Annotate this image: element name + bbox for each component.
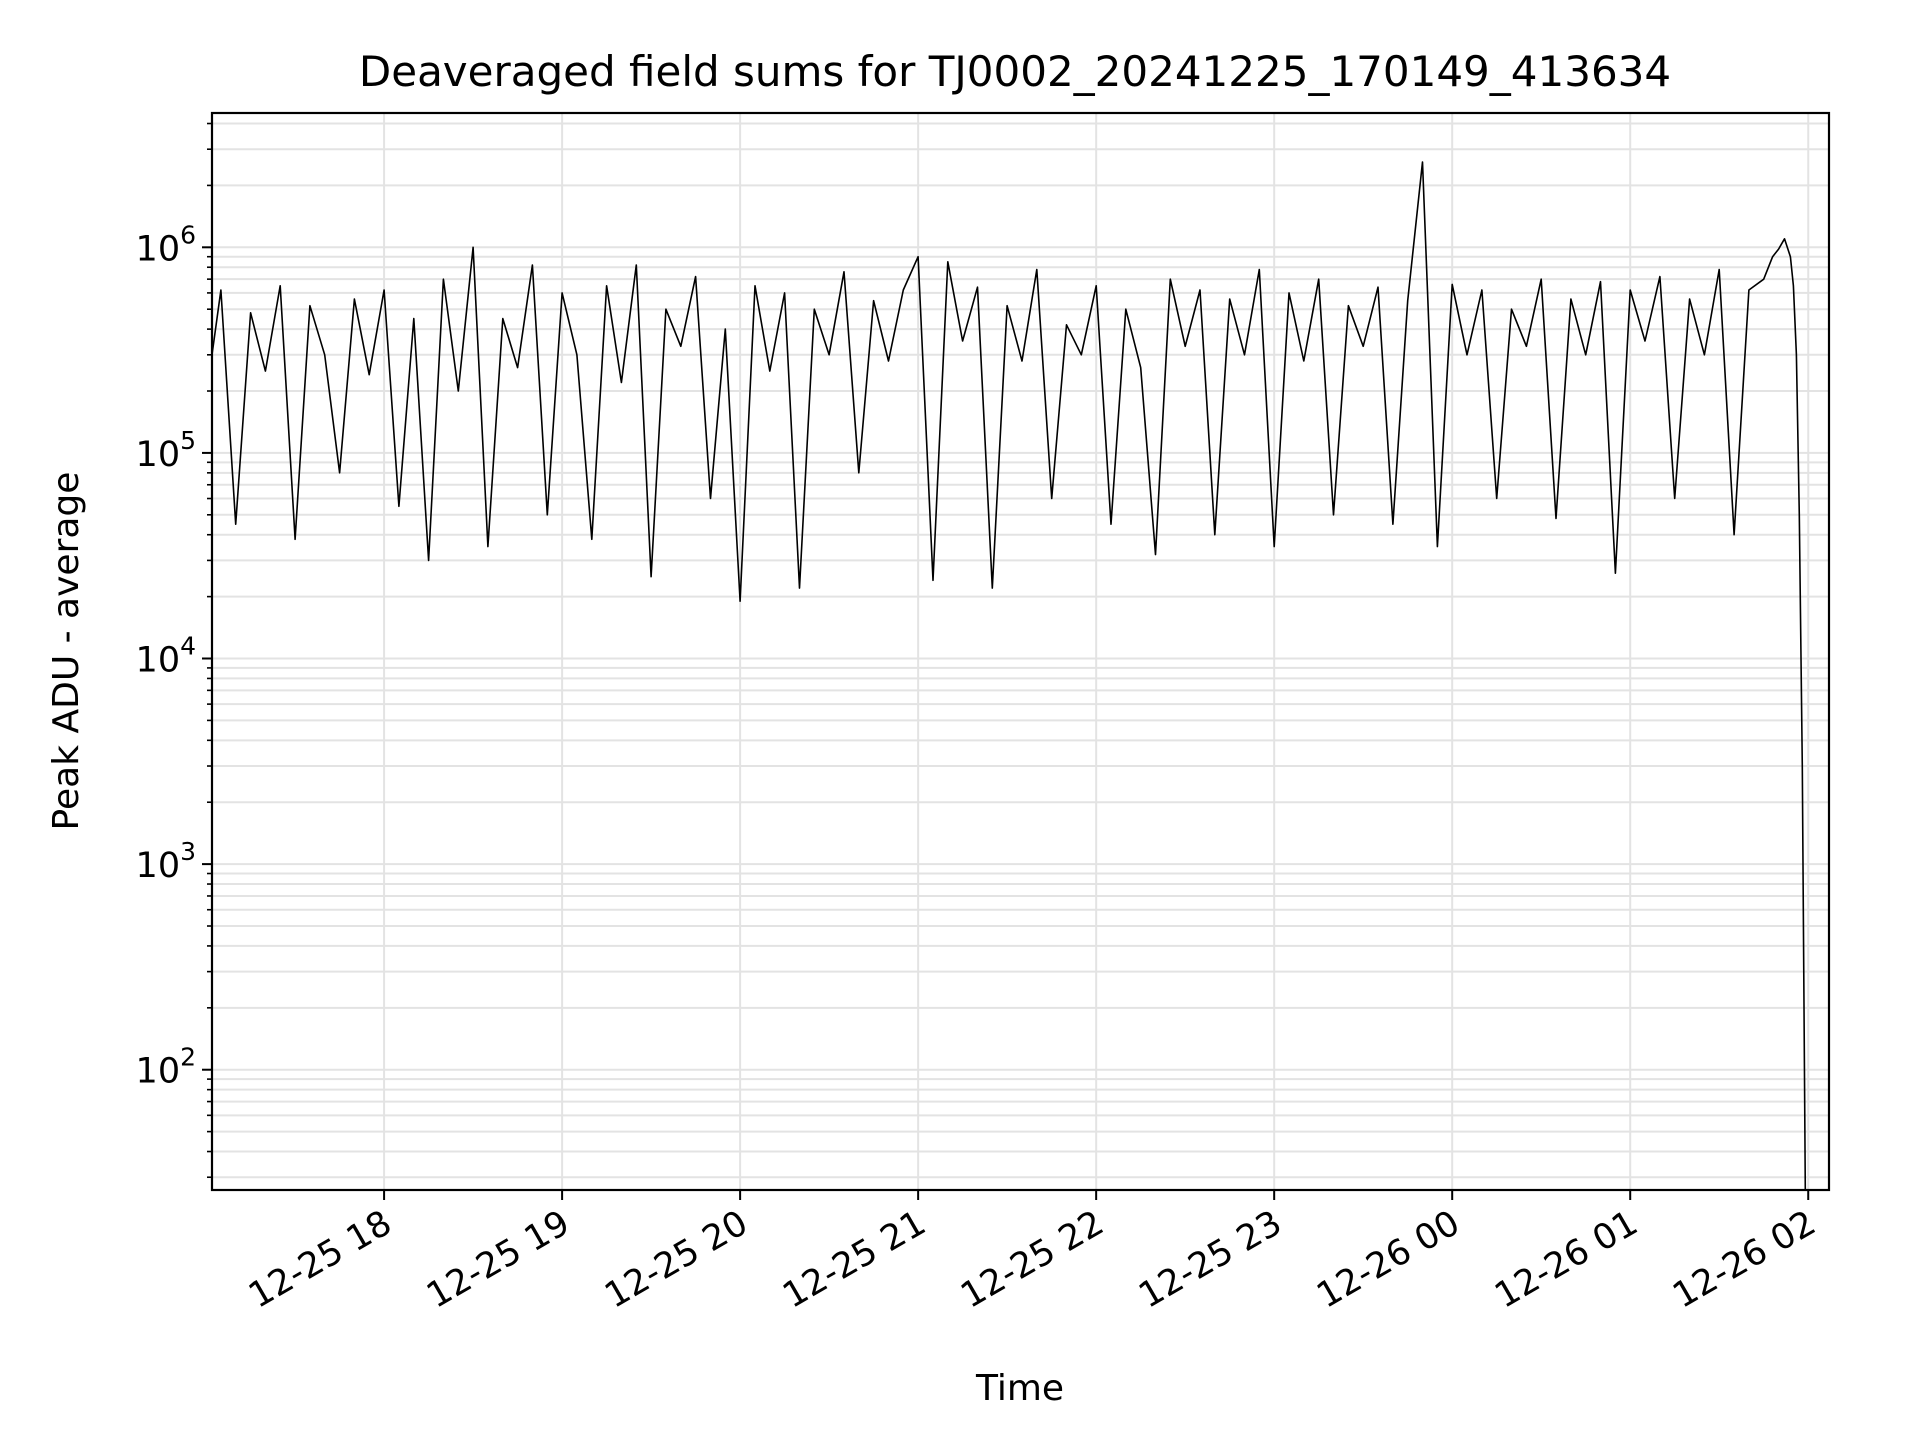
y-axis-label: Peak ADU - average — [46, 472, 87, 831]
series-line — [211, 161, 1807, 1191]
y-tick-label: 106 — [136, 220, 196, 269]
plot-frame — [210, 111, 1831, 1192]
x-axis-label: Time — [975, 1368, 1064, 1409]
y-axis: 102 103 104 105 106 — [136, 122, 212, 1179]
y-tick-label: 103 — [136, 837, 196, 886]
y-tick-label: 102 — [136, 1043, 196, 1092]
y-tick-label: 105 — [136, 426, 196, 475]
chart-title: Deaveraged field sums for TJ0002_2024122… — [359, 47, 1671, 96]
y-tick-label: 104 — [136, 632, 196, 681]
series-layer — [211, 161, 1807, 1191]
grid — [212, 113, 1829, 1190]
